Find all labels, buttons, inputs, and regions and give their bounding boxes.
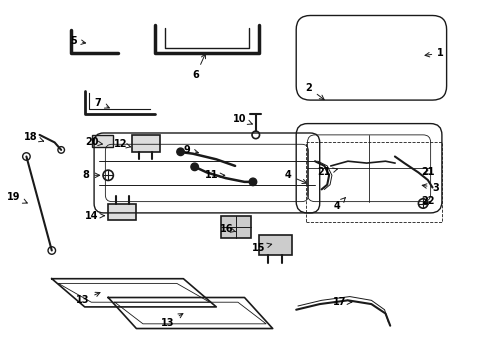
Text: 15: 15 [251,243,271,253]
Text: 11: 11 [204,170,224,180]
Text: 21: 21 [420,167,434,177]
Bar [108,203,136,220]
Text: 18: 18 [24,132,43,142]
Text: 19: 19 [7,192,27,203]
Text: 2: 2 [305,83,324,100]
Bar [258,234,291,255]
Text: 13: 13 [160,314,183,328]
Text: 9: 9 [183,145,198,155]
Text: 10: 10 [232,114,252,125]
Text: 16: 16 [219,224,236,234]
Circle shape [177,148,184,156]
Text: 13: 13 [76,292,100,305]
Text: 22: 22 [420,196,434,206]
Text: 4: 4 [284,170,306,184]
Text: 8: 8 [82,170,100,180]
Circle shape [190,163,198,171]
Text: 12: 12 [113,139,130,149]
Circle shape [249,178,256,186]
Text: 1: 1 [424,48,443,58]
Text: 7: 7 [95,98,109,108]
Text: 17: 17 [332,297,351,307]
Text: 5: 5 [70,36,85,46]
Text: 4: 4 [333,198,345,211]
Bar [131,135,160,152]
Text: 6: 6 [192,54,205,80]
Text: 14: 14 [85,211,104,221]
Text: 3: 3 [421,183,438,193]
Text: 21: 21 [317,167,337,177]
Bar [92,135,113,147]
Bar [221,216,250,238]
Text: 20: 20 [85,138,102,147]
